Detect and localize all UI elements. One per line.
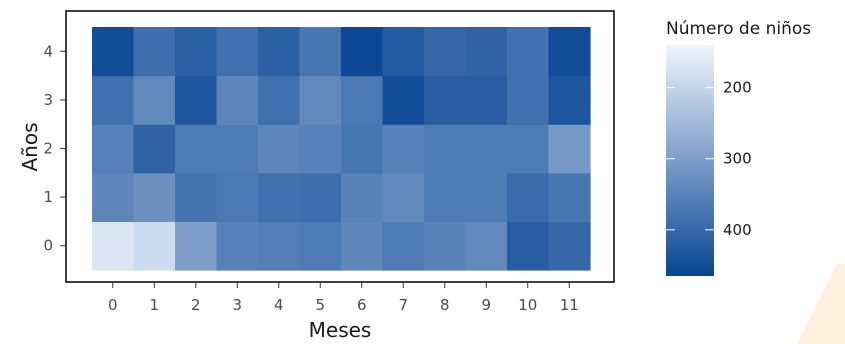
heatmap-cell [424, 172, 467, 222]
heatmap-cell [465, 172, 508, 222]
heatmap-cell [216, 124, 259, 174]
heatmap-cell [382, 27, 425, 77]
x-tick-label: 11 [560, 296, 579, 314]
y-tick-label: 3 [43, 91, 53, 109]
heatmap-cell [216, 172, 259, 222]
heatmap-cell [465, 221, 508, 271]
x-tick-label: 6 [357, 296, 367, 314]
y-axis: 0 1 2 3 4 [43, 42, 66, 255]
heatmap-cell [341, 221, 384, 271]
heatmap-cell [507, 221, 550, 271]
heatmap-cell [341, 124, 384, 174]
x-tick-label: 5 [315, 296, 325, 314]
heatmap-cell [465, 124, 508, 174]
heatmap-cell [258, 124, 301, 174]
heatmap-cell [341, 27, 384, 77]
heatmap-cell [92, 124, 135, 174]
heatmap-cells [92, 27, 591, 271]
heatmap-cell [299, 75, 342, 125]
heatmap-cell [133, 221, 176, 271]
heatmap-cell [507, 27, 550, 77]
heatmap-cell [382, 172, 425, 222]
heatmap-cell [175, 221, 218, 271]
heatmap-cell [507, 75, 550, 125]
heatmap-cell [216, 221, 259, 271]
heatmap-cell [92, 27, 135, 77]
y-tick-label: 0 [43, 237, 53, 255]
x-axis: 0 1 2 3 4 5 6 7 8 9 10 11 [108, 282, 579, 314]
heatmap-cell [133, 75, 176, 125]
heatmap-cell [382, 124, 425, 174]
heatmap-cell [92, 75, 135, 125]
heatmap-cell [507, 124, 550, 174]
legend-ticks: 200 300 400 [666, 79, 752, 239]
heatmap-cell [299, 172, 342, 222]
panel-border [65, 10, 615, 283]
heatmap-cell [548, 124, 591, 174]
heatmap-cell [424, 221, 467, 271]
y-tick-label: 2 [43, 140, 53, 158]
x-tick-label: 9 [481, 296, 491, 314]
heatmap-cell [341, 172, 384, 222]
heatmap-cell [424, 27, 467, 77]
heatmap-cell [424, 75, 467, 125]
heatmap-cell [382, 75, 425, 125]
heatmap-cell [92, 172, 135, 222]
heatmap-cell [548, 75, 591, 125]
x-tick-label: 0 [108, 296, 118, 314]
heatmap-cell [258, 172, 301, 222]
heatmap-cell [258, 75, 301, 125]
heatmap-cell [548, 172, 591, 222]
heatmap-cell [507, 172, 550, 222]
heatmap-cell [465, 75, 508, 125]
heatmap-cell [341, 75, 384, 125]
heatmap-cell [548, 221, 591, 271]
x-tick-label: 1 [149, 296, 159, 314]
heatmap-cell [133, 27, 176, 77]
x-tick-label: 3 [232, 296, 242, 314]
legend-tick-label: 200 [723, 79, 752, 97]
legend-title: Número de niños [666, 19, 811, 39]
heatmap-cell [299, 221, 342, 271]
heatmap-cell [424, 124, 467, 174]
y-axis-title: Años [18, 122, 42, 171]
x-tick-label: 10 [518, 296, 537, 314]
heatmap-cell [216, 75, 259, 125]
heatmap-cell [382, 221, 425, 271]
heatmap-cell [175, 27, 218, 77]
heatmap-cell [175, 75, 218, 125]
heatmap-cell [133, 172, 176, 222]
x-axis-title: Meses [309, 318, 372, 342]
heatmap-cell [548, 27, 591, 77]
heatmap-cell [133, 124, 176, 174]
x-tick-label: 8 [440, 296, 450, 314]
heatmap-cell [216, 27, 259, 77]
heatmap-cell [92, 221, 135, 271]
legend-colorbar [666, 45, 714, 276]
heatmap-cell [299, 27, 342, 77]
legend-tick-label: 400 [723, 221, 752, 239]
y-tick-label: 1 [43, 188, 53, 206]
x-tick-label: 2 [191, 296, 201, 314]
watermark-logo [797, 264, 845, 344]
heatmap-cell [175, 124, 218, 174]
x-tick-label: 7 [398, 296, 408, 314]
legend-tick-label: 300 [723, 150, 752, 168]
heatmap-cell [465, 27, 508, 77]
heatmap-cell [299, 124, 342, 174]
heatmap-cell [258, 27, 301, 77]
y-tick-label: 4 [43, 42, 53, 60]
x-tick-label: 4 [274, 296, 284, 314]
heatmap-cell [258, 221, 301, 271]
heatmap-cell [175, 172, 218, 222]
